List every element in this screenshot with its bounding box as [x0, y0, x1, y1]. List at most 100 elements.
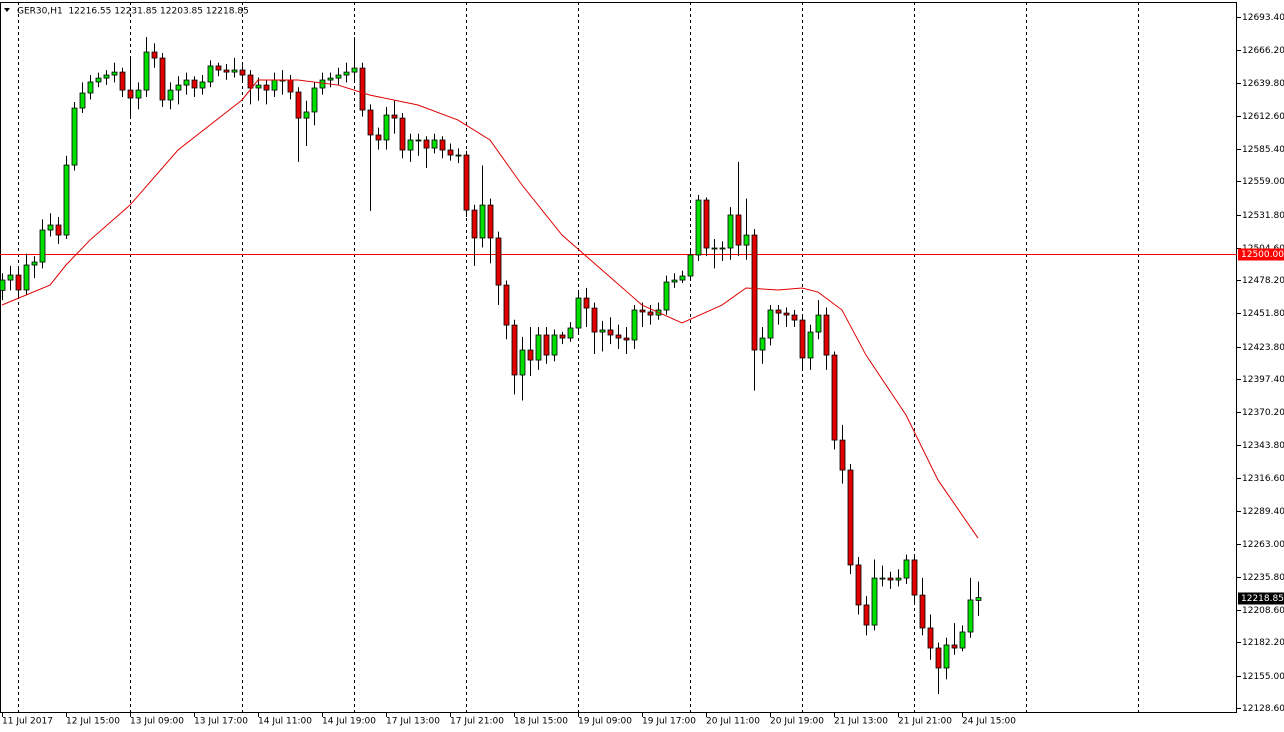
x-tick-label: 17 Jul 21:00 [450, 717, 504, 727]
candle-body [807, 331, 814, 359]
candle-body [887, 577, 894, 581]
x-tick-label: 18 Jul 15:00 [514, 717, 568, 727]
candle-body [831, 354, 838, 441]
candle-body [199, 81, 206, 89]
moving-average [1, 79, 979, 539]
x-tick-label: 21 Jul 21:00 [898, 717, 952, 727]
candle-body [471, 209, 478, 239]
candle-body [23, 264, 30, 291]
candle-body [127, 89, 134, 99]
candle-body [231, 69, 238, 73]
candle-body [103, 74, 110, 79]
candle-body [135, 89, 142, 99]
y-tick-label: 12451.80 [1242, 309, 1284, 319]
candle-body [871, 577, 878, 626]
y-tick-label: 12182.20 [1242, 638, 1284, 648]
y-tick-label: 12235.80 [1242, 573, 1284, 583]
candle-body [495, 237, 502, 286]
candle-body [727, 214, 734, 249]
candle-body [559, 334, 566, 339]
candle-body [335, 74, 342, 79]
candle-body [263, 84, 270, 91]
candle-body [543, 334, 550, 356]
candle-body [391, 114, 398, 119]
candle-body [47, 224, 54, 231]
candle-body [591, 307, 598, 333]
level-label: 12500.00 [1241, 250, 1284, 260]
candle-body [663, 281, 670, 311]
candle-body [527, 349, 534, 361]
candle-body [271, 79, 278, 91]
candle-body [183, 79, 190, 86]
candle-body [575, 297, 582, 329]
candle-body [15, 274, 22, 291]
candle-body [455, 154, 462, 157]
candle-body [343, 71, 350, 76]
y-tick-label: 12128.60 [1242, 704, 1284, 714]
candle-body [687, 254, 694, 277]
candle-body [919, 594, 926, 629]
candle-body [959, 631, 966, 649]
candle-body [111, 71, 118, 76]
candle-body [287, 79, 294, 93]
candle-body [31, 261, 38, 266]
candle-body [711, 247, 718, 250]
candle-body [119, 71, 126, 91]
candle-body [431, 139, 438, 149]
candle-body [55, 224, 62, 236]
candle-body [63, 164, 70, 236]
x-tick-label: 13 Jul 09:00 [130, 717, 184, 727]
candle-body [775, 309, 782, 314]
candle-body [551, 334, 558, 356]
candle-body [215, 65, 222, 71]
candle-body [79, 92, 86, 109]
candle-body [175, 84, 182, 91]
y-tick-label: 12397.40 [1242, 375, 1284, 385]
candle-body [503, 284, 510, 326]
candle-body [311, 87, 318, 113]
candle-body [839, 439, 846, 471]
x-tick-label: 14 Jul 19:00 [322, 717, 376, 727]
y-tick-label: 12531.80 [1242, 211, 1284, 221]
y-tick-label: 12370.20 [1242, 408, 1284, 418]
y-tick-label: 12478.20 [1242, 276, 1284, 286]
y-tick-label: 12666.20 [1242, 46, 1284, 56]
candle-body [935, 647, 942, 669]
candle-body [703, 199, 710, 249]
x-tick-label: 17 Jul 13:00 [386, 717, 440, 727]
candle-body [383, 114, 390, 141]
candle-body [607, 329, 614, 336]
candle-body [447, 149, 454, 156]
x-tick-label: 12 Jul 15:00 [66, 717, 120, 727]
plot-frame [0, 2, 1237, 713]
y-tick-label: 12316.60 [1242, 474, 1284, 484]
candle-body [519, 349, 526, 376]
candle-body [143, 51, 150, 91]
x-tick-label: 19 Jul 09:00 [578, 717, 632, 727]
candle-body [239, 69, 246, 76]
candle-body [975, 597, 982, 601]
candle-body [87, 81, 94, 94]
candle-body [95, 77, 102, 83]
candle-body [719, 247, 726, 250]
candle-body [855, 564, 862, 606]
x-tick-label: 21 Jul 13:00 [834, 717, 888, 727]
candle-body [167, 89, 174, 101]
candle-body [399, 117, 406, 151]
candle-body [207, 65, 214, 83]
candle-body [943, 644, 950, 669]
candle-body [0, 279, 6, 291]
last-price-box [1238, 592, 1284, 605]
candle-body [599, 329, 606, 333]
candle-body [743, 234, 750, 246]
level-label-box [1238, 248, 1284, 261]
y-tick-label: 12208.60 [1242, 606, 1284, 616]
y-tick-label: 12343.80 [1242, 441, 1284, 451]
y-tick-label: 12639.80 [1242, 79, 1284, 89]
candle-body [815, 314, 822, 333]
candle-body [351, 67, 358, 73]
candle-body [799, 319, 806, 359]
y-tick-label: 12559.00 [1242, 177, 1284, 187]
menu-triangle[interactable] [4, 8, 10, 12]
candle-body [487, 204, 494, 239]
